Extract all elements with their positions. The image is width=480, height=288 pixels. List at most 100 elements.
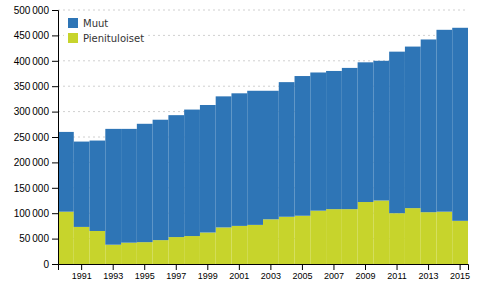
- bar: [231, 226, 247, 264]
- bar: [200, 233, 216, 264]
- y-tick-mark: [52, 61, 58, 62]
- bar: [105, 129, 121, 245]
- legend-swatch: [68, 33, 78, 43]
- x-axis: 1991199319951997199920012003200520072009…: [59, 264, 471, 281]
- bar: [405, 208, 421, 264]
- bar: [310, 72, 326, 210]
- x-tick-label: 2013: [419, 271, 439, 281]
- x-tick: 1997: [166, 264, 186, 281]
- x-tick: 2015: [450, 264, 470, 281]
- bar: [168, 115, 184, 237]
- legend: Muut Pienituloiset: [64, 15, 148, 47]
- bar: [200, 105, 216, 233]
- y-tick: 200 000: [14, 157, 58, 168]
- y-tick-mark: [52, 137, 58, 138]
- y-tick: 0: [43, 259, 58, 270]
- y-tick: 300 000: [14, 106, 58, 117]
- bar: [326, 209, 342, 264]
- y-tick-label: 100 000: [14, 208, 50, 219]
- bar: [436, 212, 452, 264]
- y-tick: 250 000: [14, 132, 58, 143]
- y-tick-mark: [52, 264, 58, 265]
- x-tick-label: 2007: [324, 271, 344, 281]
- bar: [58, 132, 74, 212]
- x-tick: 1995: [135, 264, 155, 281]
- bar: [310, 211, 326, 264]
- bar: [105, 245, 121, 264]
- bar: [436, 30, 452, 212]
- y-tick-label: 450 000: [14, 30, 50, 41]
- bar: [121, 243, 137, 264]
- bar: [263, 91, 279, 220]
- bar: [405, 47, 421, 209]
- bar: [279, 82, 295, 217]
- bar: [421, 39, 437, 212]
- y-tick-label: 300 000: [14, 106, 50, 117]
- y-tick: 500 000: [14, 5, 58, 16]
- legend-label: Pienituloiset: [83, 33, 144, 44]
- bar: [452, 28, 468, 221]
- x-tick-label: 2003: [261, 271, 281, 281]
- bars: [58, 28, 468, 264]
- bar: [326, 71, 342, 209]
- y-tick-mark: [52, 162, 58, 163]
- bar: [421, 212, 437, 264]
- bar: [74, 142, 90, 227]
- y-axis: 0 50 000 100 000 150 000 200 000 250 000 300 0…: [14, 5, 59, 270]
- bar: [342, 209, 358, 264]
- y-tick: 350 000: [14, 81, 58, 92]
- y-tick-label: 400 000: [14, 56, 50, 67]
- x-tick-label: 1995: [135, 271, 155, 281]
- bar: [121, 129, 137, 243]
- legend-label: Muut: [83, 18, 108, 29]
- y-tick: 50 000: [19, 233, 58, 244]
- bar: [74, 227, 90, 264]
- bar: [153, 240, 169, 264]
- x-tick-mark: [270, 264, 271, 270]
- bar: [231, 93, 247, 226]
- bar: [263, 219, 279, 264]
- bar: [279, 217, 295, 264]
- x-tick-mark: [365, 264, 366, 270]
- y-tick-label: 150 000: [14, 183, 50, 194]
- x-tick-mark: [207, 264, 208, 270]
- plot: 0 50 000 100 000 150 000 200 000 250 000 300 0…: [14, 5, 471, 282]
- x-tick-label: 2001: [229, 271, 249, 281]
- bar: [342, 68, 358, 209]
- bar: [247, 225, 263, 264]
- x-tick-label: 2009: [355, 271, 375, 281]
- x-tick-mark: [144, 264, 145, 270]
- y-tick: 450 000: [14, 30, 58, 41]
- y-tick-mark: [52, 35, 58, 36]
- x-tick-mark: [81, 264, 82, 270]
- x-tick: 1991: [72, 264, 92, 281]
- x-tick-mark: [428, 264, 429, 270]
- bar: [137, 124, 153, 242]
- x-tick-mark: [176, 264, 177, 270]
- bar: [184, 110, 200, 236]
- legend-item: Pienituloiset: [68, 33, 144, 44]
- bar: [90, 141, 106, 231]
- x-tick: 2005: [292, 264, 312, 281]
- bar: [216, 227, 232, 264]
- legend-item: Muut: [68, 18, 108, 29]
- x-tick: 1999: [198, 264, 218, 281]
- y-tick-label: 0: [43, 259, 49, 270]
- x-tick: 2011: [387, 264, 406, 281]
- x-tick-mark: [460, 264, 461, 270]
- y-tick-mark: [52, 239, 58, 240]
- x-tick: 2003: [261, 264, 281, 281]
- bar: [389, 213, 405, 264]
- y-tick-label: 250 000: [14, 132, 50, 143]
- y-tick-mark: [52, 86, 58, 87]
- bar: [247, 91, 263, 225]
- x-tick: 2009: [355, 264, 375, 281]
- bar: [358, 62, 374, 202]
- y-tick-label: 350 000: [14, 81, 50, 92]
- x-tick: 2001: [229, 264, 249, 281]
- y-tick-mark: [52, 213, 58, 214]
- legend-background: [64, 15, 148, 47]
- y-tick-label: 50 000: [19, 233, 49, 244]
- y-tick-mark: [52, 10, 58, 11]
- bar: [216, 96, 232, 227]
